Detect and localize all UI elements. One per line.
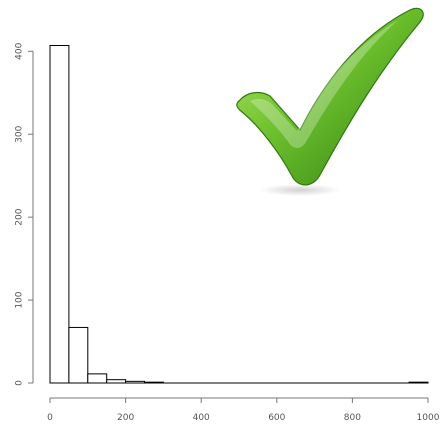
histogram-bars (49, 44, 429, 384)
x-tick-label: 0 (47, 413, 53, 423)
x-tick-label: 600 (268, 413, 285, 423)
x-tick-label: 400 (193, 413, 210, 423)
histogram-bar (49, 44, 70, 384)
y-tick-label: 300 (15, 125, 25, 142)
x-tick-label: 200 (117, 413, 134, 423)
y-tick-label: 0 (15, 380, 25, 386)
y-tick-label: 400 (15, 42, 25, 59)
x-tick-label: 800 (344, 413, 361, 423)
x-axis: 0 200 400 600 800 1000 (47, 397, 440, 423)
y-axis: 0 100 200 300 400 (15, 42, 34, 386)
checkmark-icon (236, 7, 424, 196)
x-tick-label: 1000 (417, 413, 440, 423)
y-tick-label: 200 (15, 208, 25, 225)
histogram-bar (68, 326, 89, 384)
y-tick-label: 100 (15, 291, 25, 308)
histogram-bar (87, 373, 108, 384)
